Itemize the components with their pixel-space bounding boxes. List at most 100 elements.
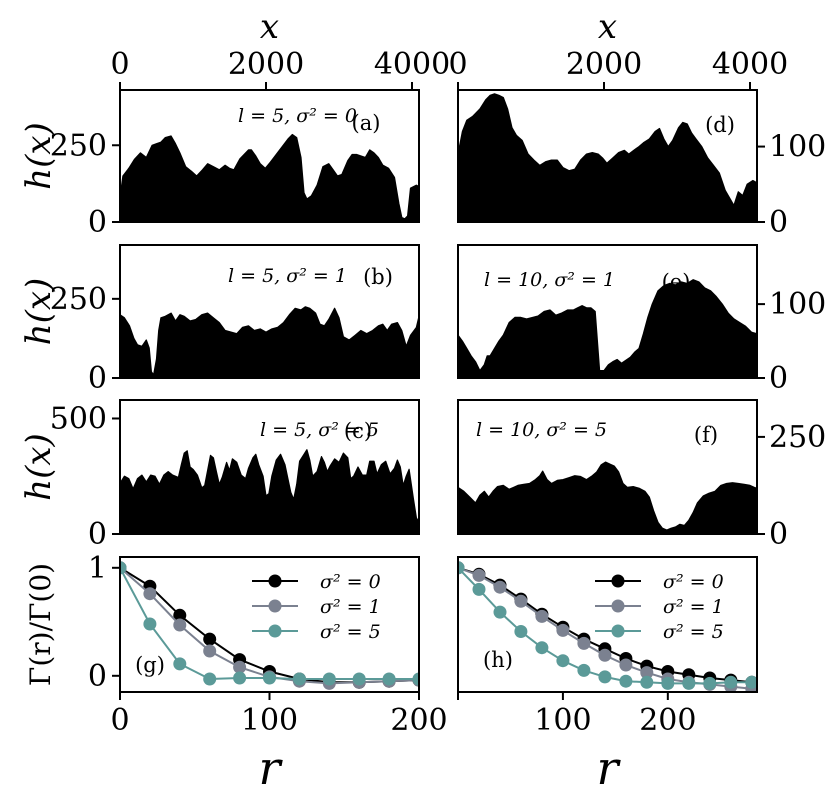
x-tick-label-g-2: 200 bbox=[390, 703, 447, 738]
plot-area-a bbox=[120, 133, 419, 222]
data-point-h-2-7 bbox=[598, 670, 612, 684]
data-point-g-2-8 bbox=[352, 672, 366, 686]
data-point-g-2-10 bbox=[412, 672, 419, 686]
y-tick-label-f-1: 250 bbox=[769, 420, 826, 455]
y-tick-label-d-0: 0 bbox=[769, 205, 788, 240]
panel-label-h: (h) bbox=[483, 648, 513, 672]
y-axis-label-g: Γ(r)/Γ(0) bbox=[24, 563, 57, 686]
data-point-h-2-11 bbox=[682, 676, 696, 690]
y-tick-label-c-0: 0 bbox=[88, 517, 107, 552]
data-point-h-2-5 bbox=[556, 654, 570, 668]
data-point-h-2-6 bbox=[577, 663, 591, 677]
panel-label-b: (b) bbox=[363, 265, 393, 289]
plot-area-f bbox=[458, 461, 757, 534]
legend-marker-h-0 bbox=[611, 574, 625, 588]
x-tick-label-g-0: 0 bbox=[110, 703, 129, 738]
data-point-g-2-3 bbox=[203, 672, 217, 686]
data-point-g-1-4 bbox=[233, 660, 247, 674]
panel-label-e: (e) bbox=[662, 270, 691, 294]
data-point-h-2-13 bbox=[724, 675, 738, 689]
x-axis-label-h: r bbox=[597, 741, 622, 795]
data-point-h-2-14 bbox=[745, 675, 757, 689]
x-axis-label-g: r bbox=[259, 741, 284, 795]
axes-frame-c bbox=[119, 399, 420, 535]
data-point-g-2-7 bbox=[322, 672, 336, 686]
annotation-e: l = 10, σ² = 1 bbox=[484, 269, 615, 291]
data-point-g-2-9 bbox=[382, 672, 396, 686]
data-point-h-2-3 bbox=[514, 625, 528, 638]
data-point-g-2-4 bbox=[233, 671, 247, 685]
data-point-g-2-1 bbox=[143, 617, 157, 631]
legend-marker-h-2 bbox=[611, 624, 625, 638]
panel-label-f: (f) bbox=[694, 423, 718, 447]
annotation-f: l = 10, σ² = 5 bbox=[476, 419, 607, 441]
x-top-axis-label-a: x bbox=[260, 7, 279, 47]
plot-area-d bbox=[458, 93, 757, 222]
y-tick-label-g-0: 0 bbox=[88, 659, 107, 694]
x-tick-label-h-1: 200 bbox=[639, 703, 696, 738]
legend-label-h-0: σ² = 0 bbox=[663, 571, 724, 593]
plot-area-g bbox=[120, 561, 419, 690]
data-point-h-1-4 bbox=[535, 609, 549, 623]
legend-marker-g-0 bbox=[268, 574, 282, 588]
y-tick-label-e-0: 0 bbox=[769, 361, 788, 396]
data-point-g-0-2 bbox=[173, 608, 187, 622]
x-top-tick-label-a-0: 0 bbox=[110, 47, 129, 82]
data-point-h-2-1 bbox=[472, 582, 486, 596]
data-point-g-1-1 bbox=[143, 587, 157, 601]
legend-marker-h-1 bbox=[611, 599, 625, 613]
annotation-a: l = 5, σ² = 0 bbox=[238, 105, 357, 127]
y-tick-label-g-1: 1 bbox=[88, 551, 107, 586]
height-profile-e bbox=[458, 279, 757, 378]
data-point-g-2-2 bbox=[173, 657, 187, 671]
panel-label-c: (c) bbox=[344, 419, 372, 443]
data-point-h-1-1 bbox=[472, 568, 486, 582]
height-profile-b bbox=[120, 306, 419, 378]
axes-frame-d bbox=[457, 89, 758, 223]
legend-label-g-0: σ² = 0 bbox=[320, 571, 381, 593]
data-point-h-1-6 bbox=[577, 636, 591, 650]
data-point-g-1-2 bbox=[173, 618, 187, 632]
y-tick-label-f-0: 0 bbox=[769, 517, 788, 552]
height-profile-f bbox=[458, 461, 757, 534]
height-profile-d bbox=[458, 93, 757, 222]
panel-label-d: (d) bbox=[705, 113, 735, 137]
y-tick-label-b-1: 250 bbox=[50, 282, 107, 317]
height-profile-a bbox=[120, 133, 419, 222]
x-top-tick-label-d-2: 4000 bbox=[712, 47, 788, 82]
data-point-h-1-2 bbox=[493, 580, 507, 594]
panel-label-a: (a) bbox=[352, 111, 381, 135]
legend-label-g-2: σ² = 5 bbox=[320, 621, 381, 643]
data-point-g-2-0 bbox=[120, 561, 127, 575]
x-top-tick-label-d-0: 0 bbox=[448, 47, 467, 82]
y-tick-label-a-0: 0 bbox=[88, 205, 107, 240]
y-tick-label-b-0: 0 bbox=[88, 361, 107, 396]
annotation-b: l = 5, σ² = 1 bbox=[228, 265, 347, 287]
x-top-axis-label-d: x bbox=[598, 7, 617, 47]
data-point-h-2-9 bbox=[640, 675, 654, 689]
x-tick-label-g-1: 100 bbox=[241, 703, 298, 738]
data-point-h-2-10 bbox=[661, 676, 675, 690]
plot-area-h bbox=[458, 561, 757, 692]
axes-frame-h bbox=[457, 556, 758, 693]
y-axis-label-c: h(x) bbox=[19, 433, 59, 501]
data-point-g-0-3 bbox=[203, 632, 217, 646]
data-point-h-1-9 bbox=[640, 666, 654, 680]
plot-area-b bbox=[120, 306, 419, 378]
y-tick-label-e-1: 100 bbox=[769, 287, 826, 322]
y-tick-label-c-1: 500 bbox=[50, 401, 107, 436]
y-tick-label-a-1: 250 bbox=[50, 128, 107, 163]
x-tick-label-h-0: 100 bbox=[534, 703, 591, 738]
data-point-g-2-6 bbox=[292, 672, 306, 686]
axes-frame-e bbox=[457, 244, 758, 379]
legend-marker-g-2 bbox=[268, 624, 282, 638]
data-point-h-2-0 bbox=[458, 561, 465, 575]
plot-area-e bbox=[458, 279, 757, 378]
data-point-h-1-3 bbox=[514, 594, 528, 608]
annotation-c: l = 5, σ² = 5 bbox=[260, 419, 379, 441]
data-point-h-1-7 bbox=[598, 648, 612, 662]
legend-label-h-2: σ² = 5 bbox=[663, 621, 724, 643]
height-profile-c bbox=[120, 449, 419, 534]
data-point-h-2-12 bbox=[703, 676, 717, 690]
